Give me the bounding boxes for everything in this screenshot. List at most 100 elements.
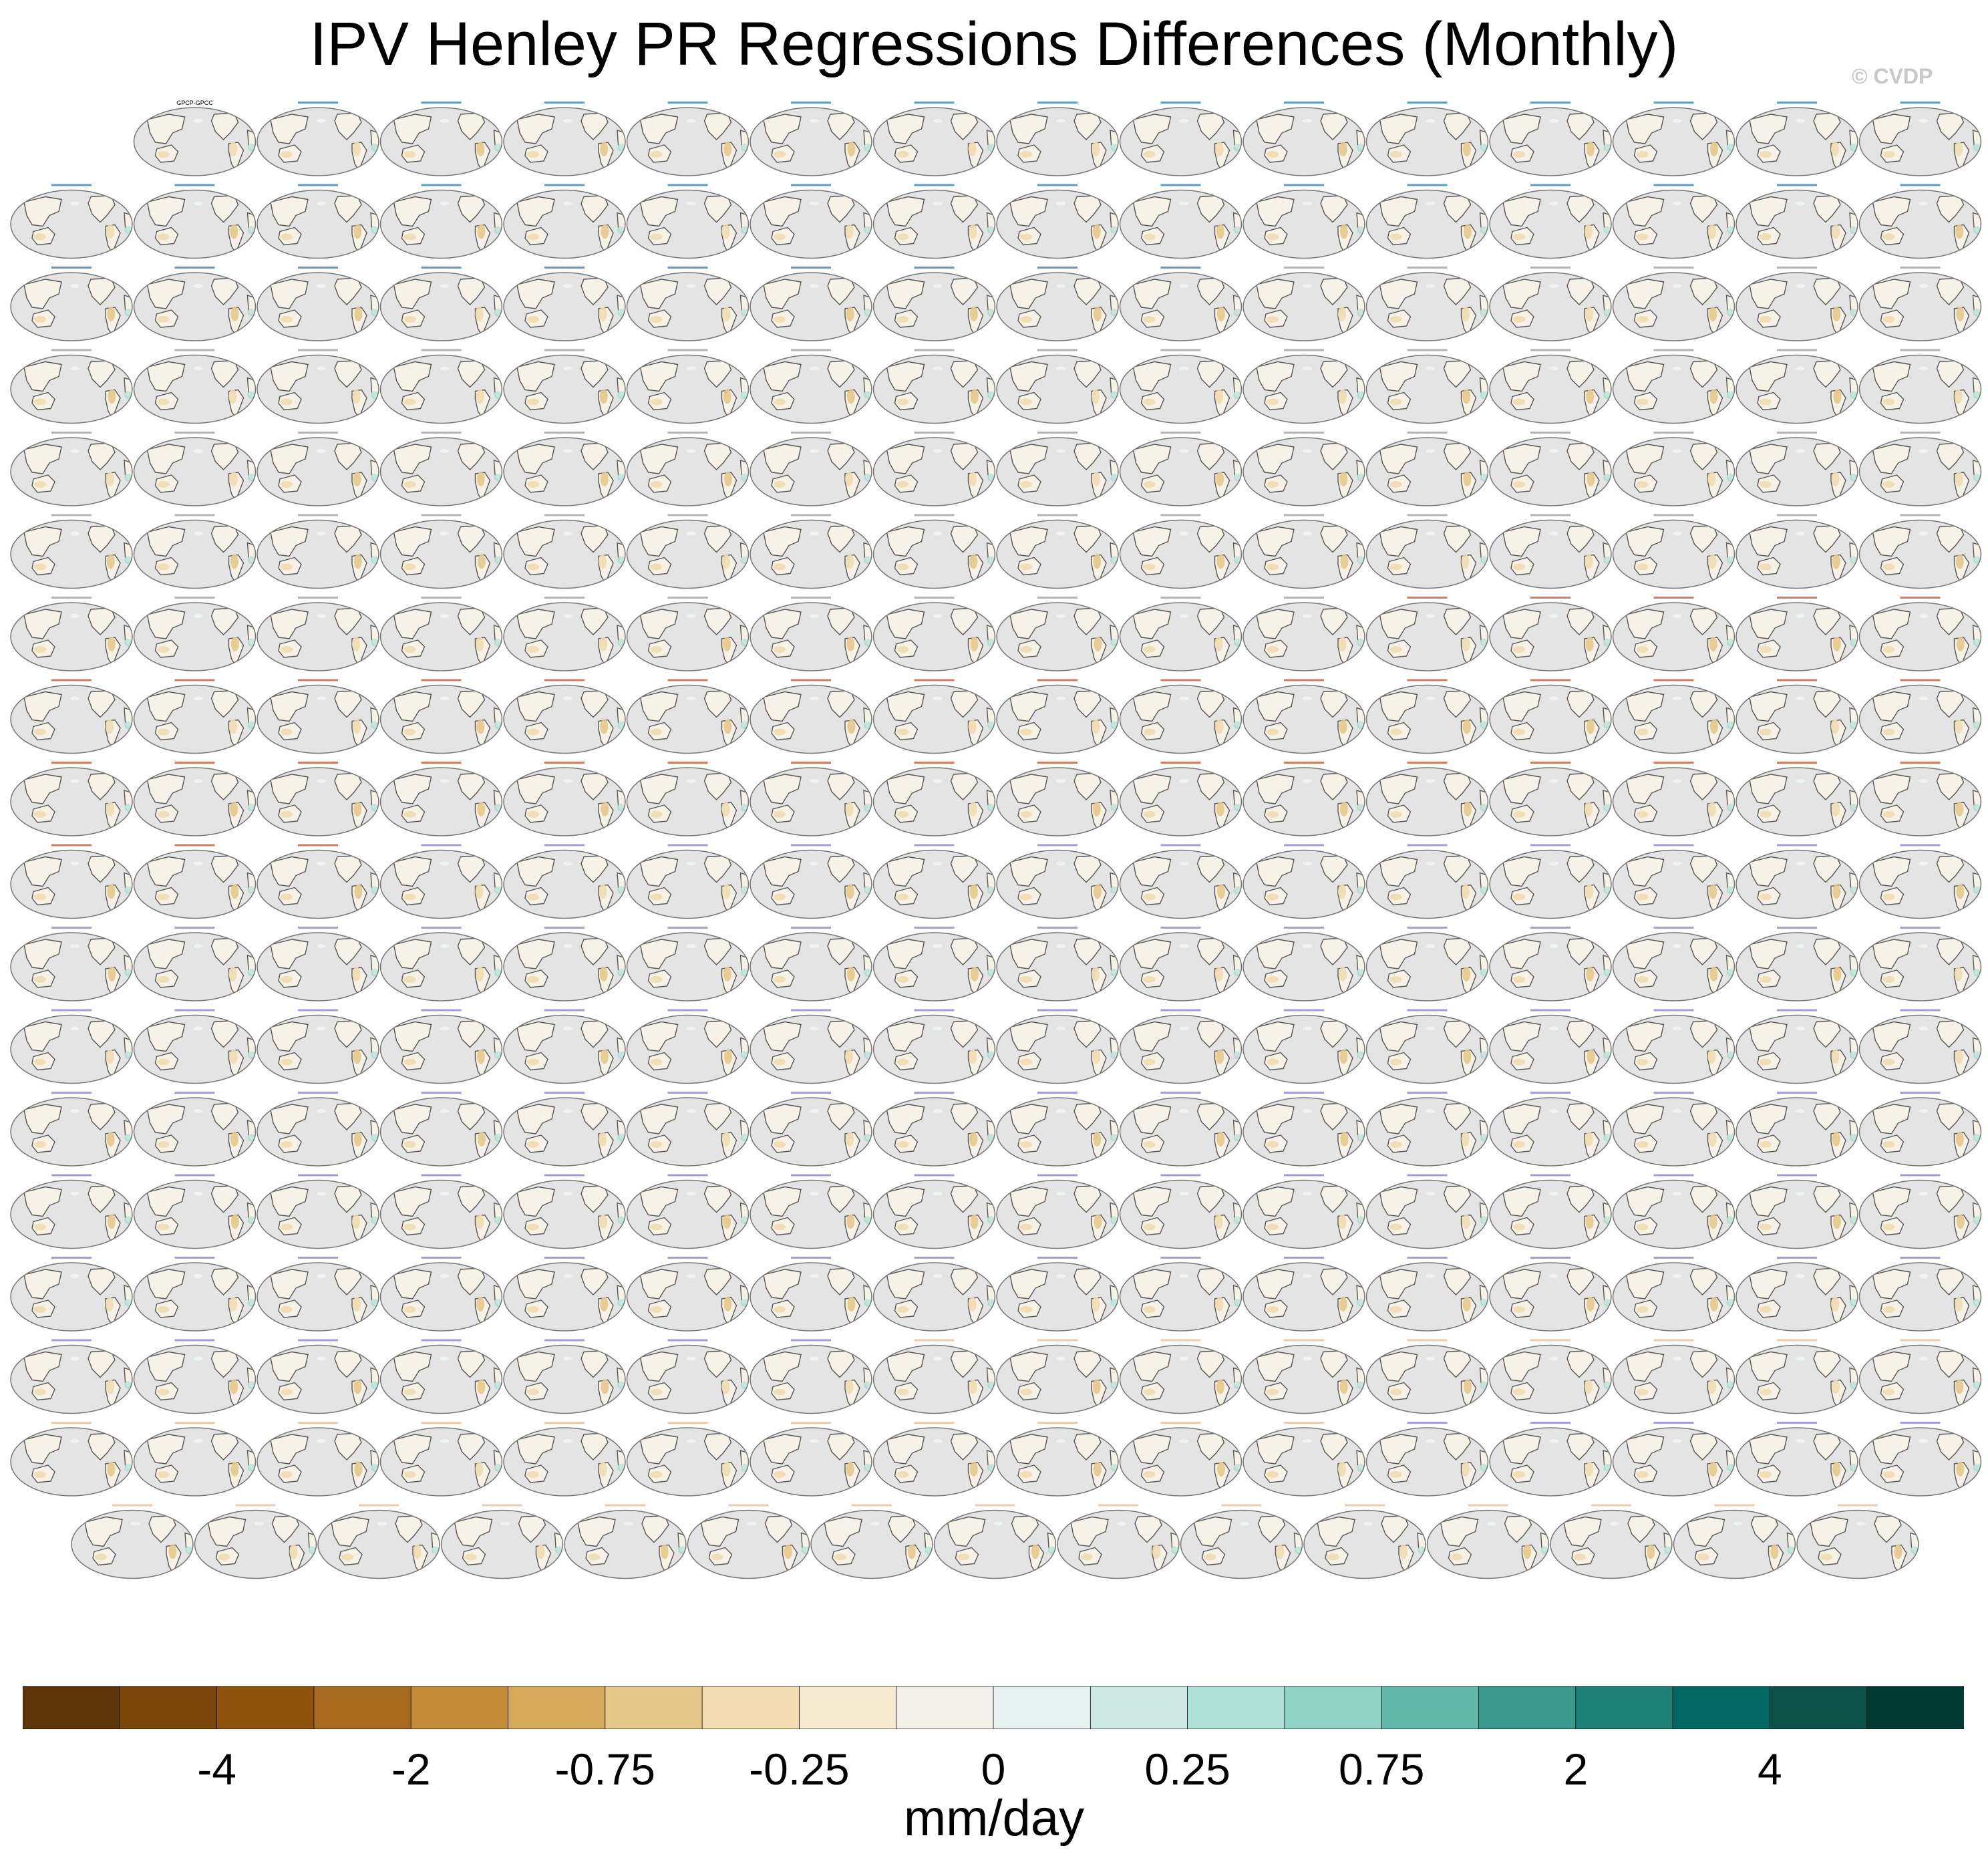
- anomaly-region: [1796, 284, 1805, 288]
- map-panel: [257, 679, 379, 754]
- anomaly-region: [1426, 531, 1436, 536]
- map-landmass: [393, 691, 432, 722]
- panel-title-mark: [421, 679, 462, 681]
- anomaly-region: [1426, 1356, 1436, 1361]
- map-landmass: [1009, 1434, 1048, 1464]
- anomaly-region: [1389, 976, 1402, 983]
- map-landmass: [1502, 1186, 1541, 1217]
- map-border: [626, 849, 750, 919]
- map-landmass: [516, 1186, 555, 1217]
- anomaly-region: [601, 224, 609, 239]
- anomaly-region: [1709, 884, 1717, 899]
- anomaly-region: [686, 779, 696, 783]
- map-landmass: [639, 1021, 679, 1052]
- map-landmass: [1132, 1186, 1172, 1217]
- map-landmass: [270, 774, 309, 804]
- colorbar-swatch: [119, 1686, 218, 1729]
- map-panel: [750, 1257, 872, 1332]
- map-landmass: [1625, 361, 1665, 392]
- map-panel: [1489, 184, 1612, 259]
- panel-title-mark: [791, 597, 831, 599]
- anomaly-region: [563, 944, 572, 948]
- map-border: [1489, 107, 1612, 176]
- anomaly-region: [106, 1379, 115, 1394]
- map-landmass: [1317, 1516, 1355, 1547]
- anomaly-region: [1513, 1058, 1525, 1066]
- map-panel: [10, 762, 133, 836]
- anomaly-region: [229, 1049, 238, 1064]
- map-panel: [1612, 927, 1735, 1001]
- map-landmass: [763, 1434, 802, 1464]
- map-landmass: [1379, 526, 1418, 557]
- map-border: [10, 1014, 133, 1084]
- anomaly-region: [193, 861, 203, 866]
- map-panel: [996, 1092, 1119, 1167]
- anomaly-region: [1513, 481, 1525, 488]
- map-landmass: [1502, 691, 1541, 722]
- map-landmass: [1009, 774, 1048, 804]
- anomaly-region: [1462, 389, 1471, 404]
- map-landmass: [639, 774, 679, 804]
- panel-title-mark: [1407, 1422, 1448, 1424]
- panel-title-mark: [791, 1174, 831, 1177]
- anomaly-region: [440, 531, 450, 536]
- map-landmass: [1749, 361, 1788, 392]
- anomaly-region: [254, 1521, 264, 1526]
- panel-title-mark: [1530, 514, 1570, 516]
- anomaly-region: [1647, 1544, 1655, 1559]
- anomaly-region: [1462, 307, 1470, 321]
- map-landmass: [270, 526, 309, 557]
- map-landmass: [393, 609, 432, 639]
- map-border: [1119, 1344, 1242, 1414]
- map-panel: [133, 267, 257, 341]
- map-panel: [1735, 1257, 1858, 1332]
- anomaly-region: [1549, 1274, 1558, 1278]
- anomaly-region: [563, 1109, 572, 1113]
- map-border: [133, 437, 257, 506]
- map-landmass: [23, 939, 62, 969]
- map-panel: [1119, 349, 1242, 424]
- map-panel: [1735, 1092, 1858, 1167]
- map-landmass: [886, 444, 925, 474]
- anomaly-region: [686, 1274, 696, 1278]
- map-border: [1612, 107, 1735, 176]
- anomaly-region: [1093, 884, 1102, 899]
- panel-title-mark: [298, 1257, 338, 1259]
- map-border: [1735, 602, 1858, 671]
- map-border: [440, 1509, 564, 1579]
- panel-title-mark: [1900, 432, 1941, 434]
- anomaly-region: [1586, 1297, 1595, 1311]
- anomaly-region: [1215, 967, 1224, 981]
- map-border: [996, 602, 1119, 671]
- panel-title-mark: [1838, 1504, 1878, 1507]
- panel-title-mark: [298, 679, 338, 681]
- map-border: [503, 437, 626, 506]
- map-landmass: [1379, 444, 1418, 474]
- map-landmass: [516, 279, 555, 309]
- map-border: [1365, 1179, 1489, 1249]
- map-panel: [996, 514, 1119, 589]
- map-border: [1612, 932, 1735, 1001]
- colorbar-swatch: [1381, 1686, 1480, 1729]
- anomaly-region: [403, 481, 416, 488]
- map-panel: [379, 1009, 503, 1084]
- anomaly-region: [476, 142, 485, 156]
- map-panel: [133, 844, 257, 919]
- anomaly-region: [1760, 976, 1772, 983]
- anomaly-region: [281, 728, 293, 736]
- panel-title-mark: [174, 1092, 215, 1094]
- anomaly-region: [1179, 366, 1189, 371]
- panel-title-mark: [1407, 349, 1448, 351]
- panel-title-mark: [1407, 514, 1448, 516]
- anomaly-region: [1832, 224, 1840, 239]
- panel-title-mark: [174, 597, 215, 599]
- colorbar-tick-label: 0.75: [1338, 1744, 1425, 1794]
- panel-title-mark: [1530, 102, 1570, 104]
- anomaly-region: [1267, 151, 1279, 158]
- map-panel: [1365, 1092, 1489, 1167]
- map-landmass: [393, 1351, 432, 1382]
- map-panel: [1426, 1504, 1550, 1579]
- map-border: [1796, 1509, 1919, 1579]
- map-border: [1858, 849, 1982, 919]
- anomaly-region: [845, 224, 854, 239]
